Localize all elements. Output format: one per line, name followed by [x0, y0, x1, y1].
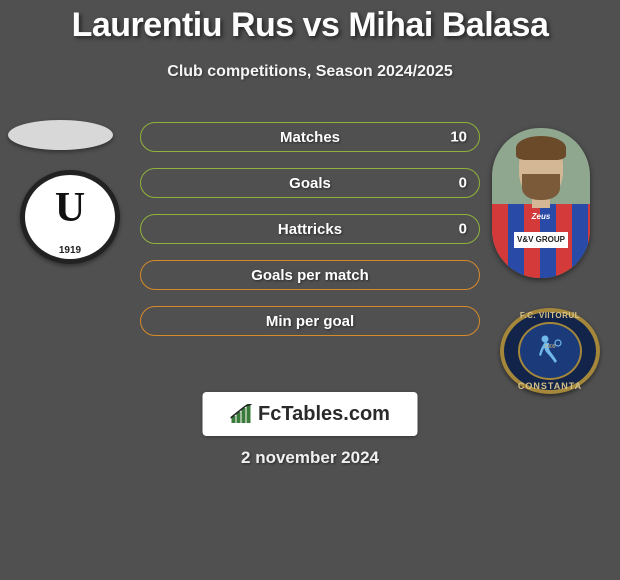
jersey-brand: Zeus: [532, 212, 551, 221]
fctables-logo: FcTables.com: [203, 392, 418, 436]
jersey-sponsor: V&V GROUP: [514, 232, 568, 248]
stat-label: Goals: [289, 175, 331, 192]
stat-label: Goals per match: [251, 267, 369, 284]
club-crest-left: U 1919: [20, 170, 120, 264]
stats-container: Matches 10 Goals 0 Hattricks 0 Goals per match…: [140, 122, 480, 352]
club-crest-right: F.C. VIITORUL 2009 CONSTANTA: [500, 308, 600, 394]
bars-icon: [230, 404, 252, 424]
crest-right-figure-icon: 2009: [535, 333, 565, 369]
crest-right-top: F.C. VIITORUL: [500, 311, 600, 320]
svg-text:2009: 2009: [544, 344, 555, 350]
subtitle: Club competitions, Season 2024/2025: [0, 63, 620, 81]
stat-label: Hattricks: [278, 221, 342, 238]
player-left-avatar: [8, 120, 113, 150]
logo-text: FcTables.com: [258, 403, 390, 426]
crest-left-year: 1919: [59, 245, 81, 256]
player-right-avatar: Zeus V&V GROUP: [492, 128, 590, 278]
stat-row: Goals per match: [140, 260, 480, 290]
date-text: 2 november 2024: [0, 448, 620, 468]
stat-row: Min per goal: [140, 306, 480, 336]
crest-right-bottom: CONSTANTA: [500, 381, 600, 391]
stat-value-right: 0: [459, 175, 467, 192]
stat-label: Matches: [280, 129, 340, 146]
stat-value-right: 0: [459, 221, 467, 238]
stat-row: Matches 10: [140, 122, 480, 152]
page-title: Laurentiu Rus vs Mihai Balasa: [0, 6, 620, 45]
stat-row: Goals 0: [140, 168, 480, 198]
stat-row: Hattricks 0: [140, 214, 480, 244]
crest-left-letter: U: [55, 184, 85, 232]
stat-value-right: 10: [450, 129, 467, 146]
stat-label: Min per goal: [266, 313, 354, 330]
